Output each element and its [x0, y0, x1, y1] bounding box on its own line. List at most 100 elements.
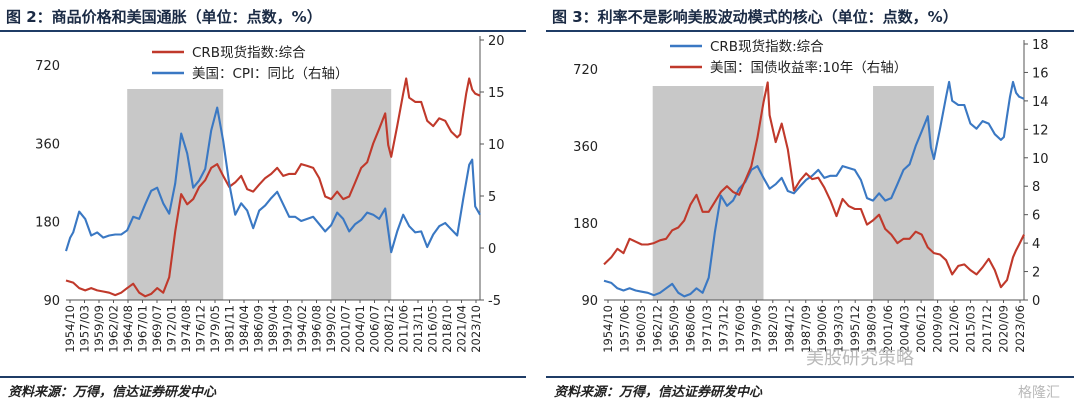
x-tick-label: 1993/03 — [832, 305, 846, 353]
x-tick-label: 1994/02 — [295, 305, 309, 353]
y-right-tick-label: -5 — [488, 294, 501, 309]
x-tick-label: 2011/06 — [397, 305, 411, 353]
legend-label: CRB现货指数:综合 — [710, 38, 824, 55]
x-tick-label: 1996/08 — [310, 305, 324, 353]
series-line-2 — [64, 106, 481, 254]
x-tick-label: 1954/10 — [63, 305, 77, 353]
x-tick-label: 2001/07 — [339, 305, 353, 353]
figure-3-panel: 图 3：利率不是影响美股波动模式的核心（单位：点数，%） 90 180 360 720… — [546, 0, 1080, 408]
x-tick-label: 2008/12 — [382, 305, 396, 353]
x-tick-label: 2013/11 — [411, 305, 425, 353]
x-tick-label: 2001/06 — [881, 305, 895, 353]
y-left-tick-label: 360 — [573, 140, 598, 155]
x-tick-label: 1957/03 — [78, 305, 92, 353]
y-right-tick-label: 8 — [1032, 180, 1040, 195]
x-tick-label: 2020/09 — [997, 305, 1011, 353]
x-tick-label: 2009/09 — [931, 305, 945, 353]
y-right-tick-label: 2 — [1032, 266, 1040, 281]
series-line-2 — [603, 81, 1025, 289]
y-right-tick-label: 20 — [488, 34, 505, 49]
x-tick-label: 2006/07 — [368, 305, 382, 353]
x-tick-label: 1998/09 — [865, 305, 879, 353]
y-right-tick-label: 18 — [1032, 38, 1049, 53]
x-tick-label: 1976/09 — [733, 305, 747, 353]
x-tick-label: 1989/04 — [266, 305, 280, 353]
bottom-rule — [0, 376, 526, 378]
y-left-tick-label: 90 — [43, 294, 60, 309]
x-tick-label: 2021/04 — [455, 305, 469, 353]
x-tick-label: 1969/07 — [150, 305, 164, 353]
series-line-1 — [603, 80, 1025, 298]
series-line-1 — [65, 77, 481, 298]
x-tick-label: 1971/03 — [700, 305, 714, 353]
y-left-tick-label: 90 — [581, 294, 598, 309]
x-tick-label: 1979/06 — [749, 305, 763, 353]
bottom-rule — [546, 376, 1074, 378]
legend-label: 美国：国债收益率:10年（右轴） — [710, 59, 907, 76]
x-tick-label: 1979/05 — [208, 305, 222, 353]
x-tick-label: 1954/10 — [601, 305, 615, 353]
x-tick-label: 1972/01 — [165, 305, 179, 353]
x-tick-label: 1990/06 — [815, 305, 829, 353]
y-left-tick-label: 720 — [573, 63, 598, 78]
figure-3-chart: 90 180 360 720 0 2 4 6 8 10 12 14 16 18 1954/10 1957/06… — [573, 38, 1049, 353]
x-tick-label: 1981/11 — [223, 305, 237, 353]
figure-3-title: 图 3：利率不是影响美股波动模式的核心（单位：点数，%） — [552, 8, 958, 26]
y-right-tick-label: 5 — [488, 190, 496, 205]
x-tick-label: 1959/09 — [92, 305, 106, 353]
x-tick-label: 1986/09 — [252, 305, 266, 353]
x-tick-label: 1984/12 — [782, 305, 796, 353]
x-tick-label: 1973/12 — [716, 305, 730, 353]
x-tick-label: 1991/09 — [281, 305, 295, 353]
x-tick-label: 2017/12 — [980, 305, 994, 353]
x-tick-label: 1974/08 — [179, 305, 193, 353]
y-left-tick-label: 180 — [573, 217, 598, 232]
y-right-tick-label: 14 — [1032, 95, 1049, 110]
y-right-tick-label: 6 — [1032, 209, 1040, 224]
x-tick-label: 2015/03 — [964, 305, 978, 353]
x-tick-label: 1968/06 — [683, 305, 697, 353]
legend-label: 美国：CPI：同比（右轴） — [192, 66, 349, 82]
x-tick-label: 1999/02 — [324, 305, 338, 353]
x-tick-label: 1976/12 — [194, 305, 208, 353]
shaded-period — [652, 86, 764, 300]
x-tick-label: 2006/12 — [914, 305, 928, 353]
figure-2-source: 资料来源：万得，信达证券研发中心 — [8, 385, 217, 400]
x-tick-label: 1995/12 — [848, 305, 862, 353]
figure-3-source: 资料来源：万得，信达证券研发中心 — [554, 385, 763, 400]
y-right-tick-label: 16 — [1032, 66, 1049, 81]
x-tick-label: 1967/01 — [136, 305, 150, 353]
x-tick-label: 2016/05 — [426, 305, 440, 353]
y-right-tick-label: 0 — [1032, 294, 1040, 309]
y-left-tick-label: 720 — [35, 59, 60, 74]
x-tick-label: 1960/03 — [634, 305, 648, 353]
x-tick-label: 1957/06 — [617, 305, 631, 353]
y-left-tick-label: 360 — [35, 137, 60, 152]
figure-2-panel: 图 2：商品价格和美国通胀（单位：点数，%） 90 180 360 720 -5 0 5 10… — [0, 0, 532, 408]
x-tick-label: 1965/09 — [667, 305, 681, 353]
x-tick-label: 2018/10 — [440, 305, 454, 353]
x-tick-label: 1964/08 — [121, 305, 135, 353]
x-tick-label: 2023/10 — [469, 305, 483, 353]
x-tick-label: 1984/04 — [237, 305, 251, 353]
x-tick-label: 1962/02 — [107, 305, 121, 353]
shaded-period — [127, 89, 224, 300]
y-right-tick-label: 10 — [488, 138, 505, 153]
y-right-tick-label: 4 — [1032, 237, 1040, 252]
y-right-tick-label: 0 — [488, 242, 496, 257]
y-left-tick-label: 180 — [35, 216, 60, 231]
x-tick-label: 1987/09 — [799, 305, 813, 353]
y-right-tick-label: 12 — [1032, 123, 1049, 138]
x-tick-label: 1982/03 — [766, 305, 780, 353]
x-tick-label: 2004/03 — [898, 305, 912, 353]
title-rule — [0, 30, 526, 32]
shaded-period — [873, 86, 934, 300]
watermark-text: 美股研究策略 — [806, 348, 914, 369]
y-right-tick-label: 15 — [488, 86, 505, 101]
title-rule — [546, 30, 1074, 32]
y-right-tick-label: 10 — [1032, 152, 1049, 167]
figure-2-title: 图 2：商品价格和美国通胀（单位：点数，%） — [6, 8, 322, 26]
legend-label: CRB现货指数:综合 — [192, 44, 306, 61]
x-tick-label: 2023/06 — [1013, 305, 1027, 353]
watermark-brand: 格隆汇 — [1018, 385, 1060, 401]
